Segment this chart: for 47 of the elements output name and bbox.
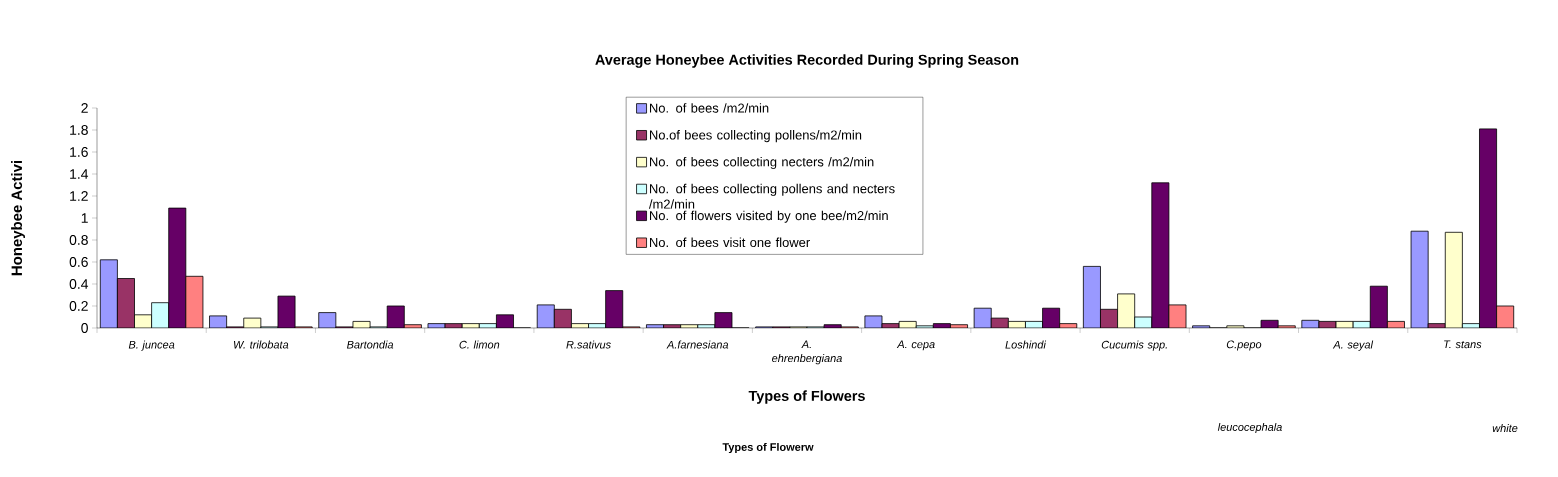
y-axis-title: Honeybee Activi	[11, 160, 25, 276]
legend-label: No. of bees collecting pollens and necters /m2/min	[648, 183, 895, 209]
legend-label: No. of flowers visited by one bee/m2/min	[650, 210, 888, 223]
x-axis-title: Types of Flowers	[748, 390, 865, 404]
y-tick-label: 0.6	[69, 257, 88, 267]
bar	[1479, 128, 1498, 328]
y-tick-label: 0.8	[69, 235, 88, 245]
x-tick-label: R.sativus	[566, 340, 611, 349]
bar	[1082, 266, 1101, 328]
x-tick-label: Cucumis spp.	[1101, 340, 1167, 351]
text: white	[1492, 423, 1518, 433]
legend-label: No.of bees collecting pollens/m2/min	[650, 130, 862, 143]
legend-label: No. of bees collecting necters /m2/min	[650, 156, 874, 169]
y-tick-label: 0.2	[69, 301, 88, 311]
x-tick-label: B. juncea	[128, 340, 175, 351]
x-tick-label: T. stans	[1444, 340, 1482, 349]
y-tick-label: 1.4	[70, 169, 89, 179]
y-tick-label: 0	[81, 323, 88, 333]
text: Types of Flowerw	[722, 442, 814, 454]
bar	[1410, 230, 1429, 328]
y-tick-label: 2	[81, 103, 88, 113]
y-tick-label: 1.6	[70, 147, 88, 157]
legend-label: No. of bees /m2/min	[650, 103, 769, 113]
bar	[1151, 182, 1170, 328]
x-tick-label: A.farnesiana	[666, 340, 729, 349]
x-tick-label: C.pepo	[1226, 340, 1262, 351]
bar	[1369, 285, 1388, 328]
x-tick-label: A. ehrenbergiana	[772, 340, 842, 365]
bar	[1444, 231, 1463, 328]
bar	[99, 259, 118, 328]
y-tick-label: 0.4	[69, 279, 89, 289]
x-tick-label: Loshindi	[1005, 340, 1047, 349]
y-tick-label: 1.2	[70, 191, 88, 201]
x-tick-label: Bartondia	[346, 340, 394, 349]
bar	[168, 207, 187, 328]
chart-title: Average Honeybee Activities Recorded During Spring Season	[595, 54, 1019, 68]
text: leucocephala	[1217, 422, 1282, 434]
x-tick-label: A. seyal	[1332, 340, 1374, 351]
y-tick-label: 1	[81, 213, 88, 223]
legend-label: No. of bees visit one flower	[650, 237, 810, 248]
bar	[605, 290, 624, 328]
x-tick-label: A. cepa	[896, 340, 935, 351]
y-tick-label: 1.8	[70, 125, 88, 135]
x-tick-label: C. limon	[459, 340, 500, 349]
x-tick-label: W. trilobata	[233, 340, 289, 349]
bar	[185, 275, 204, 328]
bar	[116, 278, 135, 328]
